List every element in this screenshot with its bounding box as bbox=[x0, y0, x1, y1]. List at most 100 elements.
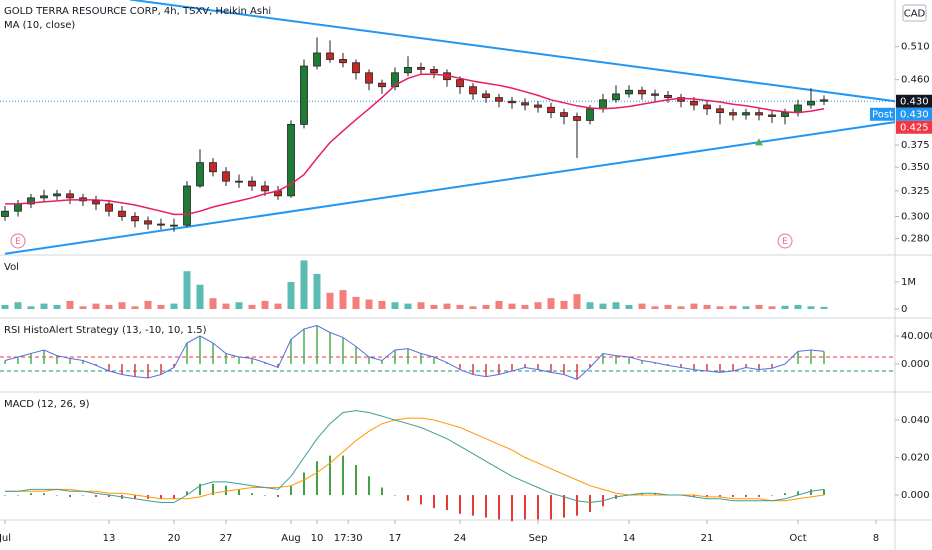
rsi-histogram-bar bbox=[550, 363, 552, 373]
y-tick-label: 0.350 bbox=[901, 162, 930, 173]
macd-histogram-bar bbox=[368, 476, 370, 496]
volume-bar bbox=[66, 300, 74, 310]
candle-body bbox=[729, 112, 737, 116]
macd-histogram-bar bbox=[745, 495, 747, 497]
volume-bar bbox=[352, 296, 360, 310]
candle-body bbox=[820, 99, 828, 102]
volume-bar bbox=[27, 306, 35, 310]
volume-bar bbox=[40, 303, 48, 310]
candle-body bbox=[638, 89, 646, 95]
volume-bar bbox=[664, 304, 672, 310]
volume-bar bbox=[287, 282, 295, 310]
volume-bar bbox=[651, 306, 659, 310]
volume-bar bbox=[170, 303, 178, 310]
trendline bbox=[4, 121, 895, 255]
rsi-histogram-bar bbox=[537, 363, 539, 370]
ma-legend: MA (10, close) bbox=[4, 20, 75, 31]
price-label-name: Post bbox=[872, 109, 893, 120]
candle-body bbox=[66, 193, 74, 199]
volume-bar bbox=[612, 302, 620, 310]
pane-title: Vol bbox=[4, 262, 19, 273]
macd-histogram-bar bbox=[771, 495, 773, 496]
volume-bar bbox=[118, 302, 126, 310]
candle-body bbox=[625, 89, 633, 95]
macd-histogram-bar bbox=[784, 493, 786, 496]
macd-histogram-bar bbox=[342, 455, 344, 496]
candle-body bbox=[404, 66, 412, 74]
x-tick-label: 20 bbox=[168, 533, 181, 544]
macd-histogram-bar bbox=[823, 489, 825, 496]
rsi-histogram-bar bbox=[810, 349, 812, 364]
rsi-histogram-bar bbox=[498, 363, 500, 375]
rsi-histogram-bar bbox=[212, 342, 214, 364]
rsi-histogram-bar bbox=[329, 332, 331, 364]
volume-bar bbox=[729, 305, 737, 310]
y-tick-label: 0.375 bbox=[901, 140, 930, 151]
macd-histogram-bar bbox=[758, 495, 760, 497]
macd-histogram-bar bbox=[264, 495, 266, 496]
volume-bar bbox=[508, 303, 516, 310]
rsi-histogram-bar bbox=[251, 358, 253, 364]
candle-body bbox=[235, 180, 243, 183]
macd-histogram-bar bbox=[251, 493, 253, 496]
x-tick-label: Sep bbox=[529, 533, 548, 544]
rsi-histogram-bar bbox=[654, 362, 656, 364]
price-label-box bbox=[896, 94, 932, 108]
volume-bar bbox=[586, 302, 594, 310]
macd-histogram-bar bbox=[446, 495, 448, 511]
volume-bar bbox=[1, 304, 9, 310]
pane-title: RSI HistoAlert Strategy (13, -10, 10, 1.… bbox=[4, 325, 207, 336]
y-tick-label: 0.460 bbox=[901, 75, 930, 86]
macd-histogram-bar bbox=[238, 489, 240, 496]
rsi-histogram-bar bbox=[732, 363, 734, 371]
volume-bar bbox=[456, 304, 464, 310]
x-tick-label: Oct bbox=[789, 533, 806, 544]
rsi-histogram-bar bbox=[43, 349, 45, 364]
candle-body bbox=[690, 100, 698, 106]
macd-histogram-bar bbox=[719, 495, 721, 497]
candle-body bbox=[391, 72, 399, 88]
rsi-histogram-bar bbox=[680, 363, 682, 368]
candle-body bbox=[378, 82, 386, 88]
volume-bar bbox=[105, 304, 113, 310]
volume-bar bbox=[495, 300, 503, 310]
moving-average bbox=[5, 73, 825, 216]
rsi-histogram-bar bbox=[433, 356, 435, 364]
rsi-histogram-bar bbox=[342, 337, 344, 364]
rsi-histogram-bar bbox=[173, 363, 175, 368]
rsi-histogram-bar bbox=[420, 353, 422, 364]
macd-histogram-bar bbox=[641, 493, 643, 496]
price-label-box bbox=[896, 107, 932, 121]
macd-histogram-bar bbox=[43, 493, 45, 496]
candle-body bbox=[40, 195, 48, 199]
candle-body bbox=[703, 104, 711, 110]
candle-body bbox=[53, 193, 61, 197]
candle-body bbox=[261, 185, 269, 192]
y-tick-label: 0.000 bbox=[901, 490, 930, 501]
volume-bar bbox=[209, 298, 217, 310]
rsi-histogram-bar bbox=[667, 363, 669, 366]
macd-histogram-bar bbox=[511, 495, 513, 522]
rsi-histogram-bar bbox=[238, 356, 240, 364]
macd-histogram-bar bbox=[303, 472, 305, 496]
candle-body bbox=[14, 203, 22, 212]
volume-bar bbox=[131, 306, 139, 310]
rsi-histogram-bar bbox=[30, 353, 32, 364]
x-tick-label: Jul bbox=[0, 533, 11, 544]
event-label: E bbox=[782, 237, 788, 247]
macd-histogram-bar bbox=[472, 495, 474, 516]
volume-bar bbox=[261, 300, 269, 310]
rsi-histogram-bar bbox=[277, 363, 279, 368]
pane-title: GOLD TERRA RESOURCE CORP, 4h, TSXV, Heik… bbox=[4, 6, 271, 17]
rsi-histogram-bar bbox=[745, 363, 747, 368]
currency-box[interactable] bbox=[902, 4, 927, 22]
candle-body bbox=[651, 93, 659, 96]
macd-histogram-bar bbox=[420, 495, 422, 505]
rsi-histogram-bar bbox=[134, 363, 136, 377]
volume-bar bbox=[313, 273, 321, 310]
currency[interactable]: CAD bbox=[904, 9, 926, 20]
macd-histogram-bar bbox=[329, 455, 331, 496]
rsi-histogram-bar bbox=[368, 356, 370, 364]
macd-histogram-bar bbox=[433, 495, 435, 509]
